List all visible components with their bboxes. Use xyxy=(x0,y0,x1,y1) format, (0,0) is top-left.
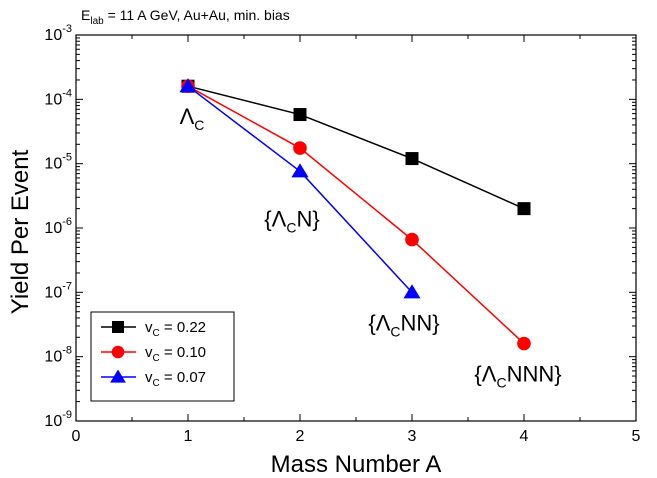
y-tick-label: 10-5 xyxy=(44,152,72,173)
x-tick-label: 0 xyxy=(72,428,81,445)
legend-label-main: v xyxy=(145,369,153,386)
data-point xyxy=(405,152,419,166)
ticks: 0 1 2 3 4 510-910-810-710-610-510-410-3 xyxy=(44,23,640,445)
y-tick-exponent: -8 xyxy=(62,345,72,357)
y-tick-exponent: -6 xyxy=(62,216,72,228)
y-tick-base: 10 xyxy=(44,91,62,108)
y-tick-label: 10-9 xyxy=(44,409,72,430)
data-point xyxy=(405,232,419,247)
annotation-main: Λ xyxy=(376,310,391,335)
legend-label-sub: C xyxy=(153,378,160,389)
point-annotation: {ΛCN} xyxy=(264,206,319,235)
annotation-sub: C xyxy=(194,117,204,133)
y-tick-exponent: -5 xyxy=(62,152,72,164)
x-tick-label: 4 xyxy=(520,428,529,445)
x-tick-label: 3 xyxy=(408,428,417,445)
y-tick-label: 10-4 xyxy=(44,87,72,108)
legend-label: vC = 0.07 xyxy=(145,369,206,389)
legend-label: vC = 0.22 xyxy=(145,319,206,339)
annotation-sub: C xyxy=(496,375,506,391)
annotation-main: Λ xyxy=(272,206,287,231)
y-tick-base: 10 xyxy=(44,349,62,366)
legend-label: vC = 0.10 xyxy=(145,344,206,364)
legend-label-rest: = 0.10 xyxy=(160,344,206,361)
annotation-main: Λ xyxy=(482,362,497,387)
y-tick-exponent: -4 xyxy=(62,87,72,99)
annotation-post: NN} xyxy=(401,310,440,335)
annotation-post: N} xyxy=(296,206,319,231)
y-tick-base: 10 xyxy=(44,27,62,44)
data-point xyxy=(403,284,421,299)
header-rest: = 11 A GeV, Au+Au, min. bias xyxy=(104,7,290,23)
legend-label-sub: C xyxy=(153,328,160,339)
annotations: ΛC{ΛCN}{ΛCNN}{ΛCNNN} xyxy=(180,104,562,390)
y-axis-title: Yield Per Event xyxy=(7,149,34,314)
y-tick-label: 10-3 xyxy=(44,23,72,44)
legend-marker xyxy=(112,321,124,333)
data-point xyxy=(517,202,531,216)
series-line xyxy=(187,85,525,210)
header-sub: lab xyxy=(90,16,104,27)
point-annotation: {ΛCNN} xyxy=(368,310,439,339)
legend-item-2: vC = 0.07 xyxy=(101,369,206,389)
series-2 xyxy=(179,78,421,299)
legend-label-main: v xyxy=(145,344,153,361)
data-point xyxy=(293,108,307,122)
series-group xyxy=(179,78,531,351)
x-axis-title: Mass Number A xyxy=(271,451,442,478)
y-tick-label: 10-8 xyxy=(44,345,72,366)
annotation-pre: { xyxy=(264,206,271,231)
y-tick-base: 10 xyxy=(44,220,62,237)
x-tick-label: 1 xyxy=(184,428,193,445)
y-tick-base: 10 xyxy=(44,284,62,301)
y-tick-base: 10 xyxy=(44,156,62,173)
annotation-sub: C xyxy=(286,219,296,235)
chart-header: Elab = 11 A GeV, Au+Au, min. bias xyxy=(81,7,290,27)
annotation-post: NNN} xyxy=(507,362,562,387)
data-point xyxy=(293,141,307,155)
x-tick-label: 2 xyxy=(296,428,305,445)
legend-label-sub: C xyxy=(153,353,160,364)
legend-item-1: vC = 0.10 xyxy=(101,344,206,364)
data-point xyxy=(179,78,197,93)
point-annotation: ΛC xyxy=(180,104,205,133)
y-tick-exponent: -7 xyxy=(62,280,72,292)
header-main: E xyxy=(81,7,90,23)
legend-label-rest: = 0.07 xyxy=(160,369,206,386)
series-line xyxy=(187,85,525,345)
series-0 xyxy=(181,79,531,216)
legend-marker xyxy=(111,345,125,359)
annotation-pre: { xyxy=(368,310,375,335)
legend-marker xyxy=(110,369,126,383)
y-tick-label: 10-6 xyxy=(44,216,72,237)
annotation-pre: { xyxy=(474,362,481,387)
data-point xyxy=(291,163,309,178)
legend-item-0: vC = 0.22 xyxy=(101,319,206,339)
y-tick-label: 10-7 xyxy=(44,280,72,301)
legend-label-main: v xyxy=(145,319,153,336)
y-tick-exponent: -9 xyxy=(62,409,72,421)
x-tick-label: 5 xyxy=(632,428,641,445)
data-point xyxy=(517,336,531,351)
y-tick-base: 10 xyxy=(44,413,62,430)
annotation-sub: C xyxy=(390,323,400,339)
annotation-main: Λ xyxy=(180,104,195,129)
point-annotation: {ΛCNNN} xyxy=(474,362,561,391)
legend-label-rest: = 0.22 xyxy=(160,319,206,336)
y-tick-exponent: -3 xyxy=(62,23,72,35)
